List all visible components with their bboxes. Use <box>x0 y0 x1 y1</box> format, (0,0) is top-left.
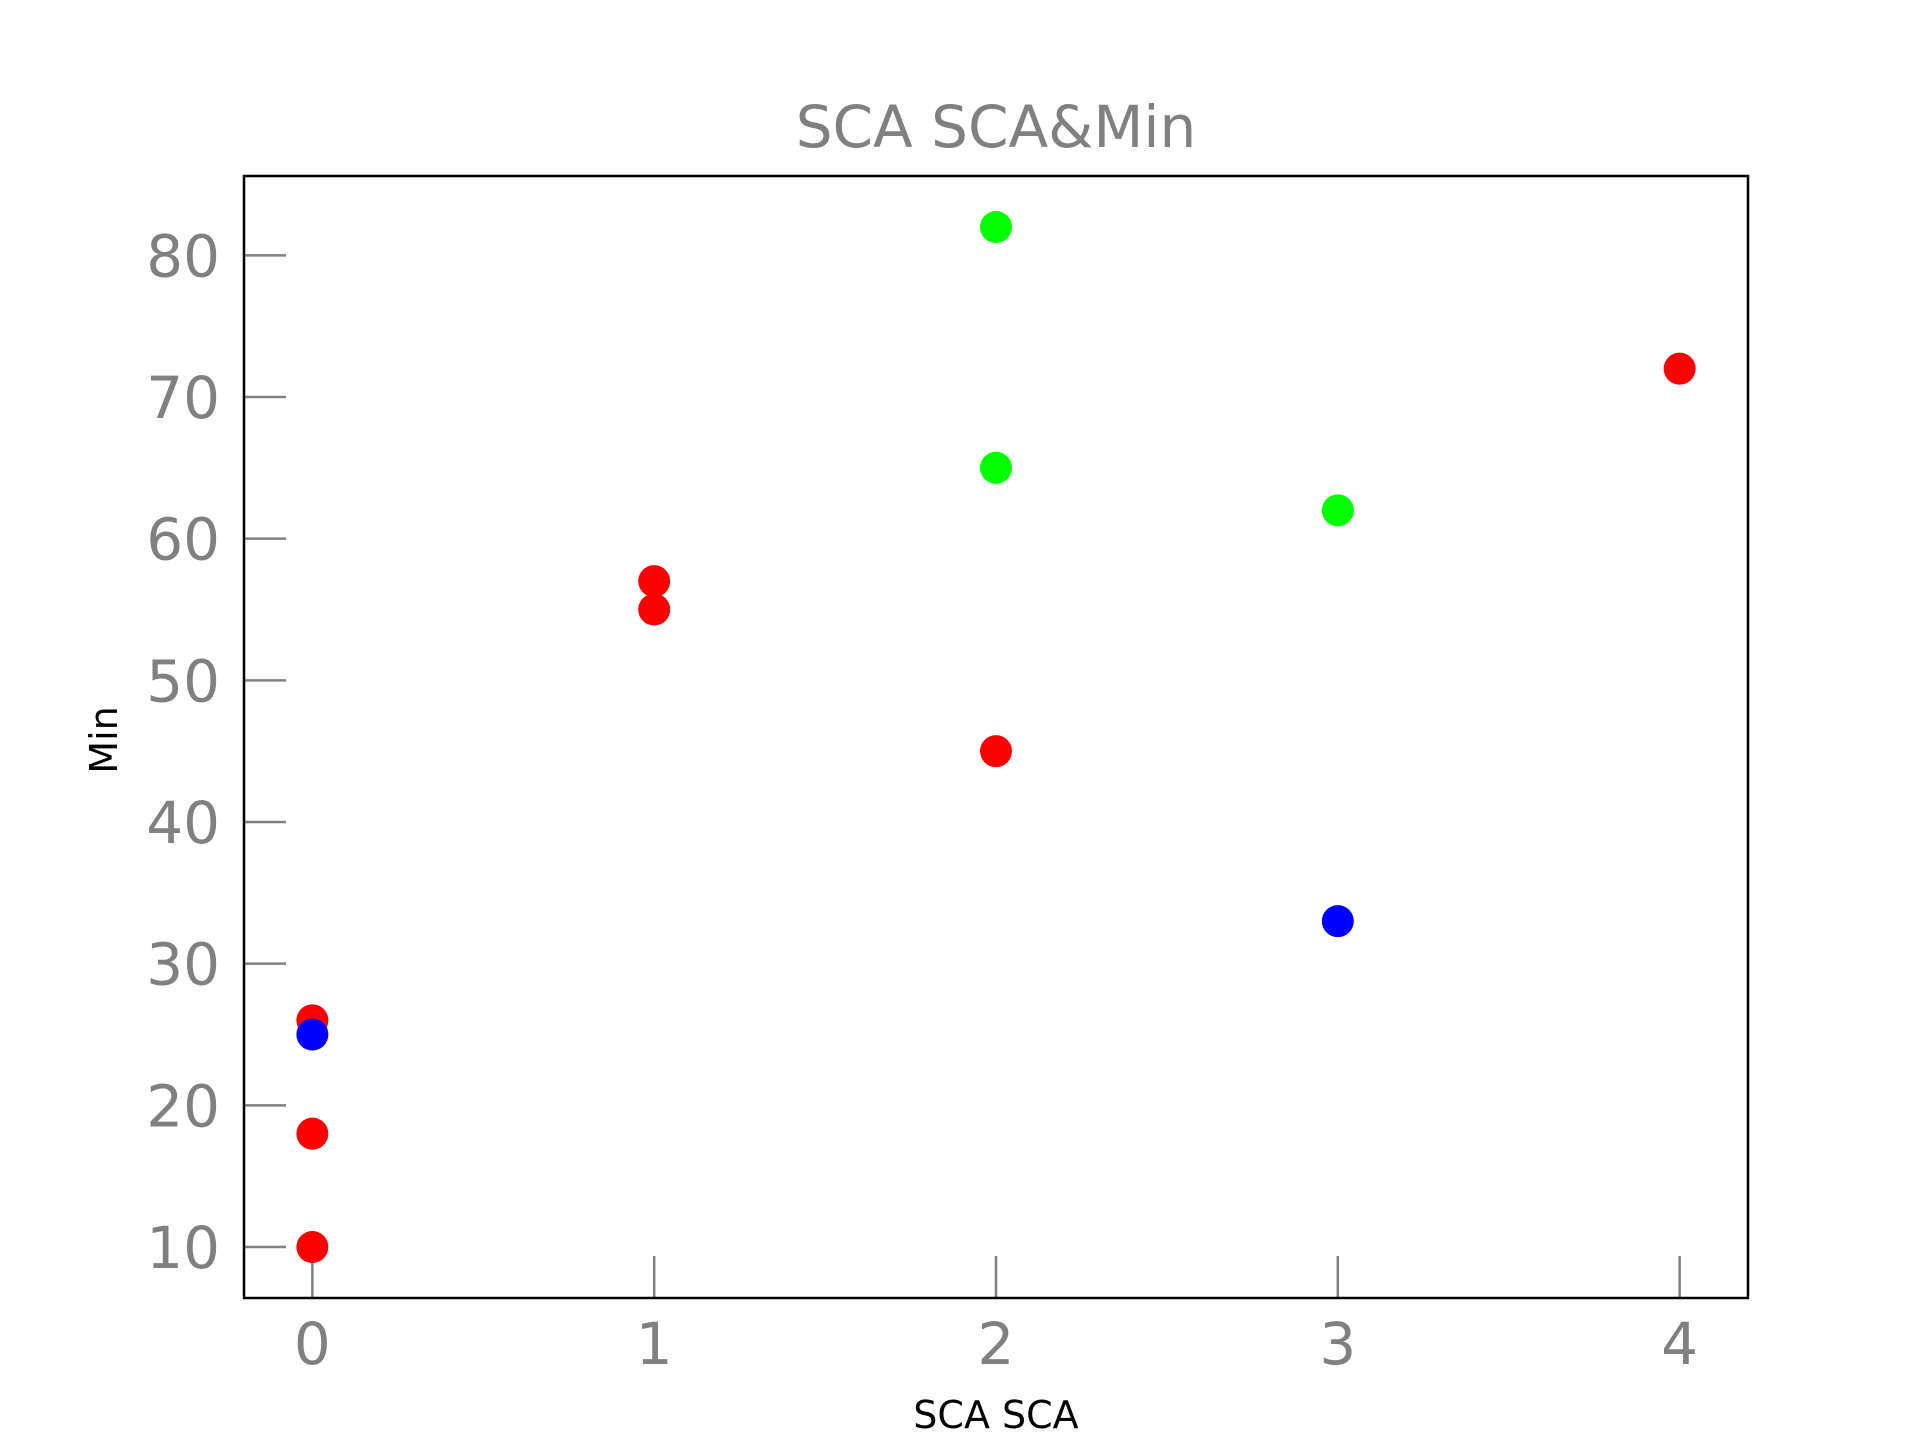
x-axis: 0 1 2 3 4 <box>294 1256 1698 1378</box>
data-point <box>980 451 1012 484</box>
y-tick-label: 20 <box>146 1072 220 1140</box>
y-axis-label: Min <box>82 706 126 773</box>
data-point <box>296 1231 329 1263</box>
x-axis-label: SCA SCA <box>913 1393 1078 1437</box>
data-points <box>296 211 1696 1263</box>
y-tick-label: 50 <box>146 647 220 715</box>
data-point <box>980 211 1012 243</box>
x-tick-label: 1 <box>636 1310 673 1378</box>
y-tick-label: 80 <box>146 222 220 290</box>
y-tick-label: 30 <box>146 931 220 999</box>
data-point <box>638 565 671 598</box>
chart-title: SCA SCA&Min <box>796 93 1197 161</box>
data-point <box>1663 352 1696 385</box>
x-tick-label: 0 <box>294 1310 331 1378</box>
data-point <box>980 735 1012 768</box>
y-tick-label: 60 <box>146 506 220 574</box>
data-point <box>638 593 671 626</box>
x-tick-label: 2 <box>978 1310 1015 1378</box>
y-axis: 10 20 30 40 50 60 70 80 <box>146 222 286 1282</box>
data-point <box>296 1117 329 1150</box>
data-point <box>1321 494 1354 527</box>
y-tick-label: 70 <box>146 364 220 432</box>
y-tick-label: 10 <box>146 1214 220 1282</box>
x-tick-label: 4 <box>1661 1310 1698 1378</box>
plot-frame <box>242 174 1750 1300</box>
x-tick-label: 3 <box>1319 1310 1356 1378</box>
data-point <box>296 1018 329 1051</box>
y-tick-label: 40 <box>146 789 220 857</box>
data-point <box>1321 905 1354 938</box>
